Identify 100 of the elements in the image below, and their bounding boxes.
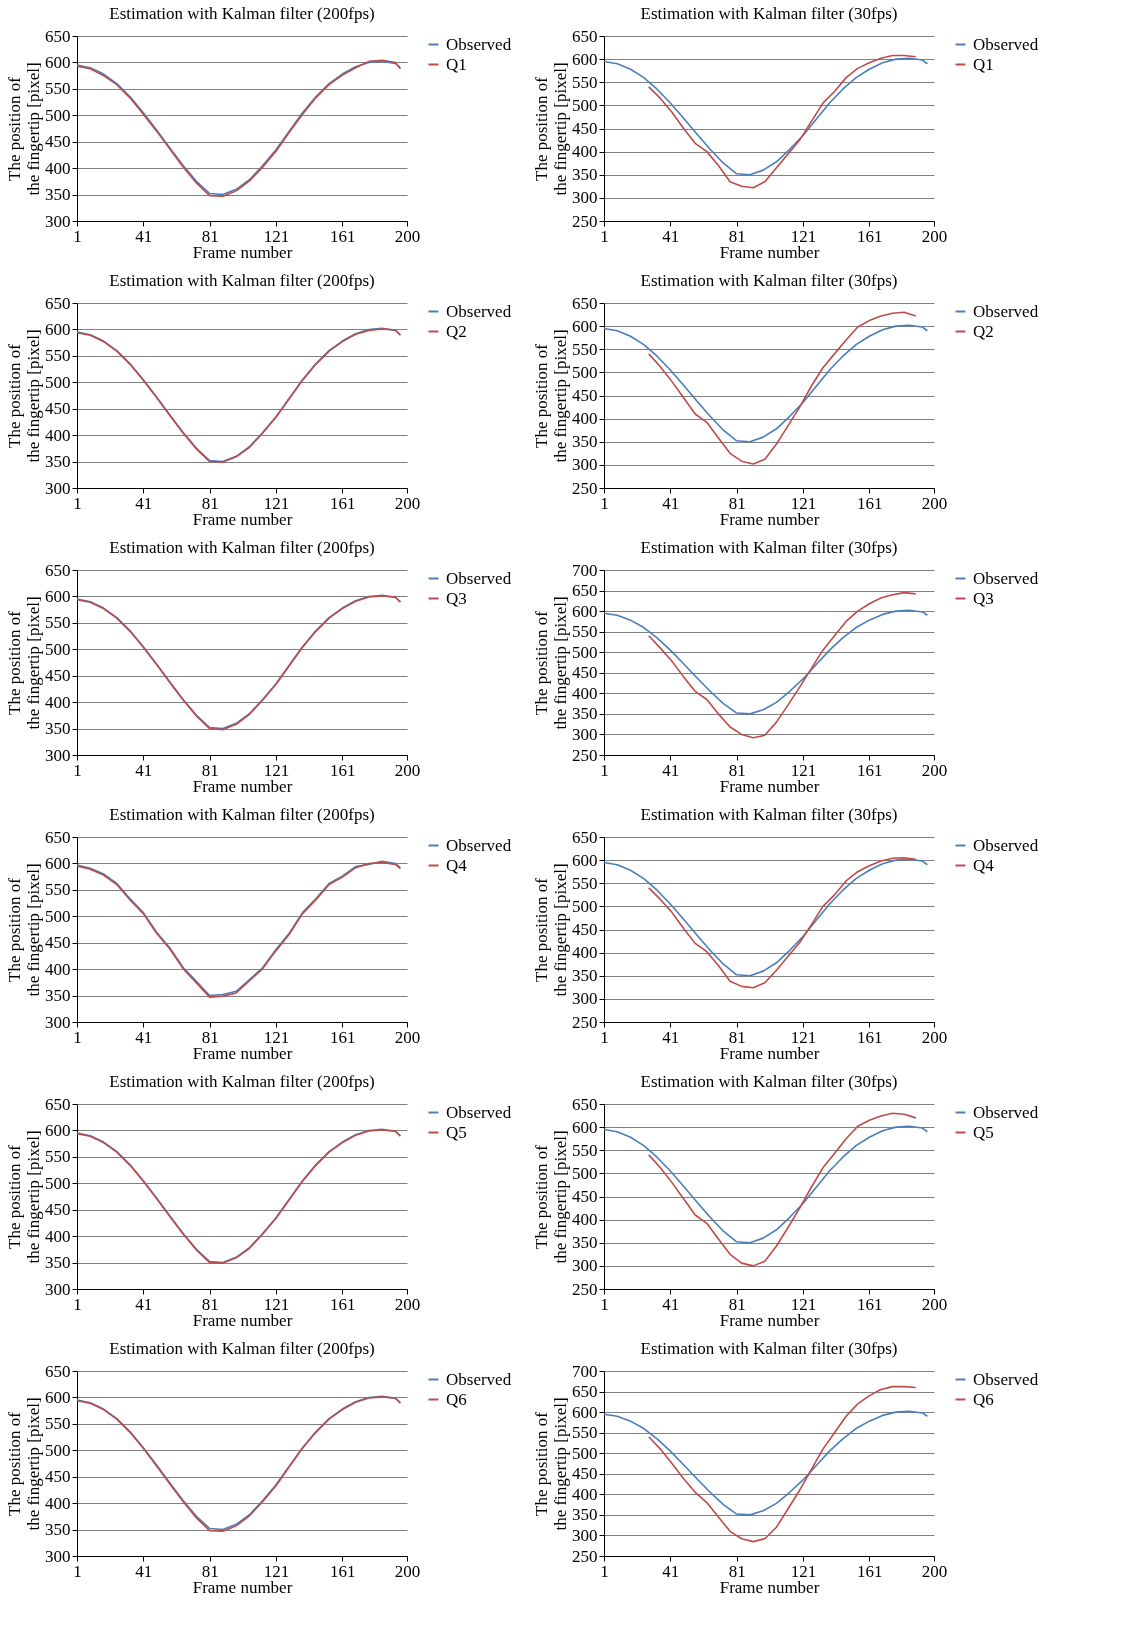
legend-label: Observed	[973, 301, 1039, 321]
x-tick-label: 161	[330, 1294, 356, 1314]
y-tick-label: 700	[572, 560, 598, 580]
y-tick-label: 500	[45, 1440, 71, 1460]
y-tick-label: 600	[572, 1402, 598, 1422]
legend-label: Observed	[446, 34, 512, 54]
chart-title: Estimation with Kalman filter (200fps)	[109, 805, 375, 824]
y-tick-label: 300	[45, 1279, 71, 1299]
y-tick-label: 650	[572, 26, 598, 46]
x-tick-label: 41	[135, 1561, 153, 1581]
x-tick-label: 41	[135, 493, 153, 513]
y-tick-label: 300	[45, 1546, 71, 1566]
y-tick-label: 500	[45, 906, 71, 926]
y-tick-label: 550	[45, 1414, 71, 1434]
y-tick-label: 500	[572, 362, 598, 382]
line-series	[603, 1410, 929, 1516]
y-tick-label: 550	[572, 873, 598, 893]
y-tick-label: 550	[572, 1423, 598, 1443]
x-tick-label: 200	[921, 760, 948, 780]
y-tick-label: 550	[45, 346, 71, 366]
y-axis-title: The position of the fingertip [pixel]	[532, 1130, 570, 1264]
x-tick-label: 41	[662, 1294, 680, 1314]
x-tick-label: 1	[600, 1027, 609, 1047]
y-tick-label: 400	[45, 692, 71, 712]
y-tick-label: 450	[45, 933, 71, 953]
y-tick-label: 400	[572, 142, 598, 162]
x-tick-label: 1	[73, 493, 82, 513]
y-tick-label: 500	[45, 1173, 71, 1193]
legend-label: Observed	[973, 568, 1039, 588]
y-tick-label: 650	[572, 293, 598, 313]
x-tick-label: 200	[394, 226, 421, 246]
y-tick-label: 300	[45, 745, 71, 765]
x-tick-label: 41	[135, 760, 153, 780]
x-tick-label: 200	[921, 1294, 948, 1314]
y-tick-label: 450	[45, 666, 71, 686]
y-tick-label: 650	[572, 581, 598, 601]
y-tick-label: 600	[572, 49, 598, 69]
legend-label: Q3	[446, 588, 467, 608]
legend-label: Q5	[973, 1122, 994, 1142]
line-series	[603, 858, 929, 977]
y-tick-label: 450	[572, 1464, 598, 1484]
y-tick-label: 550	[45, 1147, 71, 1167]
legend-label: Q3	[973, 588, 994, 608]
y-tick-label: 600	[45, 853, 71, 873]
y-tick-label: 350	[572, 704, 598, 724]
y-tick-label: 600	[45, 586, 71, 606]
y-tick-label: 450	[45, 132, 71, 152]
chart-title: Estimation with Kalman filter (30fps)	[640, 805, 898, 824]
x-tick-label: 200	[394, 1294, 421, 1314]
x-tick-label: 1	[600, 226, 609, 246]
y-tick-label: 650	[45, 1094, 71, 1114]
legend-label: Observed	[446, 1102, 512, 1122]
y-tick-label: 550	[572, 72, 598, 92]
legend-label: Q1	[973, 54, 994, 74]
legend-label: Observed	[973, 34, 1039, 54]
legend-label: Observed	[973, 1369, 1039, 1389]
chart-title: Estimation with Kalman filter (200fps)	[109, 4, 375, 23]
y-tick-label: 500	[45, 105, 71, 125]
y-tick-label: 350	[572, 432, 598, 452]
y-axis-title: The position of the fingertip [pixel]	[5, 329, 43, 463]
x-tick-label: 161	[330, 493, 356, 513]
y-tick-label: 550	[45, 613, 71, 633]
legend-label: Q4	[446, 855, 468, 875]
y-axis-title: The position of the fingertip [pixel]	[5, 596, 43, 730]
chart-title: Estimation with Kalman filter (30fps)	[640, 1072, 898, 1091]
y-tick-label: 400	[572, 1210, 598, 1230]
legend-label: Q2	[973, 321, 994, 341]
legend-label: Observed	[973, 1102, 1039, 1122]
y-tick-label: 600	[572, 601, 598, 621]
y-tick-label: 400	[45, 1493, 71, 1513]
y-tick-label: 400	[45, 1226, 71, 1246]
y-tick-label: 250	[572, 1012, 598, 1032]
y-tick-label: 550	[45, 79, 71, 99]
chart-title: Estimation with Kalman filter (30fps)	[640, 4, 898, 23]
x-tick-label: 161	[857, 1561, 883, 1581]
y-tick-label: 300	[572, 989, 598, 1009]
x-tick-label: 161	[330, 760, 356, 780]
y-tick-label: 500	[45, 639, 71, 659]
y-tick-label: 600	[45, 319, 71, 339]
x-tick-label: 1	[600, 1294, 609, 1314]
x-tick-label: 1	[600, 493, 609, 513]
y-tick-label: 250	[572, 211, 598, 231]
y-axis-title: The position of the fingertip [pixel]	[5, 62, 43, 196]
legend-label: Observed	[446, 301, 512, 321]
chart-title: Estimation with Kalman filter (30fps)	[640, 538, 898, 557]
line-series	[647, 1112, 917, 1267]
y-tick-label: 350	[45, 452, 71, 472]
y-tick-label: 600	[572, 316, 598, 336]
y-tick-label: 350	[572, 966, 598, 986]
y-tick-label: 350	[572, 1505, 598, 1525]
y-tick-label: 600	[572, 850, 598, 870]
legend-label: Q4	[973, 855, 995, 875]
y-tick-label: 500	[572, 642, 598, 662]
chart-title: Estimation with Kalman filter (30fps)	[640, 1339, 898, 1358]
x-tick-label: 1	[73, 1027, 82, 1047]
y-tick-label: 550	[572, 1140, 598, 1160]
y-tick-label: 400	[572, 409, 598, 429]
x-tick-label: 1	[73, 1561, 82, 1581]
y-tick-label: 250	[572, 1546, 598, 1566]
legend-label: Q6	[446, 1389, 467, 1409]
